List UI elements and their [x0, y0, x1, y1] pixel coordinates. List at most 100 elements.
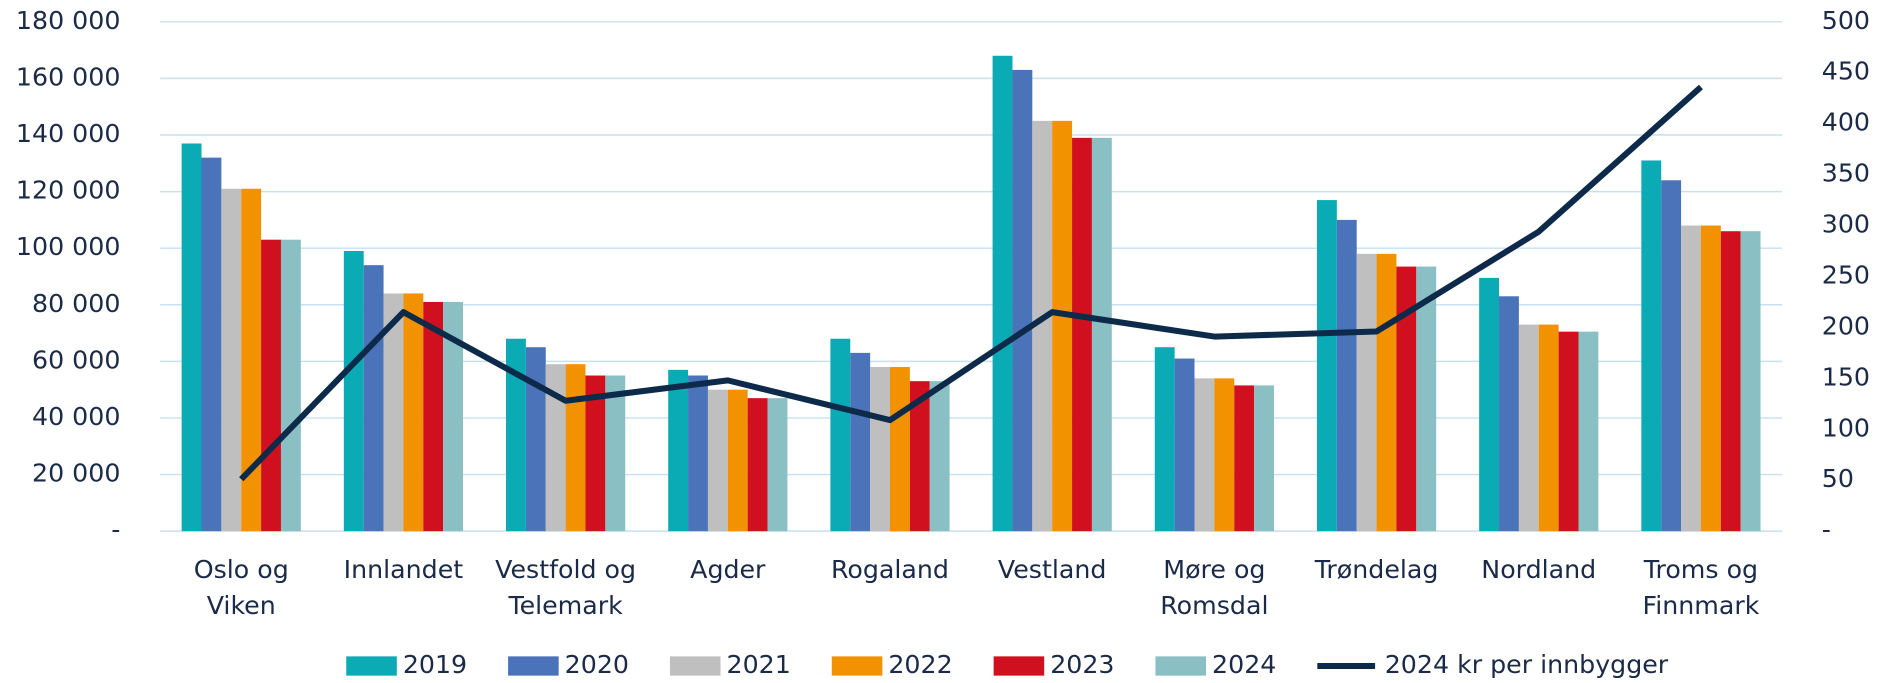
bar: [1356, 253, 1377, 532]
legend-swatch: [346, 656, 397, 676]
bar: [1194, 378, 1215, 532]
bar: [1578, 331, 1599, 532]
bar: [870, 367, 890, 532]
bar: [363, 265, 384, 532]
x-tick-label-line: Møre og: [1163, 555, 1265, 584]
bar: [1740, 231, 1761, 532]
legend-swatch: [831, 656, 883, 676]
bar: [1012, 69, 1033, 532]
bar: [1316, 200, 1337, 532]
x-tick-label: Vestfold og Telemark: [495, 555, 636, 620]
bar: [1072, 137, 1092, 532]
legend-label: 2022: [888, 650, 952, 679]
y2-tick-label: 350: [1822, 159, 1870, 188]
y2-tick-label: 500: [1822, 6, 1870, 35]
x-tick-label-line: Oslo og: [194, 555, 289, 584]
x-tick-label: Nordland: [1481, 555, 1596, 584]
y-tick-label: 180 000: [16, 6, 120, 35]
legend-label: 2019: [403, 650, 467, 679]
x-tick-label-line: Romsdal: [1160, 591, 1268, 620]
y-tick-label: -: [111, 515, 120, 544]
bar: [1032, 120, 1053, 532]
bar: [1558, 331, 1579, 532]
y2-tick-label: 50: [1822, 464, 1854, 493]
legend-label: 2024: [1212, 650, 1276, 679]
bar: [688, 375, 708, 532]
bar: [1681, 225, 1701, 532]
line-series: [239, 84, 1703, 482]
bar: [241, 188, 262, 532]
bar: [261, 239, 281, 532]
bar: [929, 381, 950, 532]
bar: [403, 293, 424, 532]
bar: [1641, 160, 1662, 532]
y-tick-label: 100 000: [16, 232, 120, 261]
x-tick-label: Møre og Romsdal: [1160, 555, 1268, 620]
bar: [201, 157, 222, 532]
bar: [767, 398, 788, 532]
x-tick-label: Troms og Finnmark: [1643, 555, 1760, 620]
bar: [605, 375, 626, 532]
bar: [850, 352, 871, 532]
bar: [747, 398, 768, 532]
legend-label: 2023: [1050, 650, 1114, 679]
y-tick-label: 120 000: [16, 176, 120, 205]
bar: [585, 375, 606, 532]
bar: [1720, 231, 1741, 532]
x-tick-label-line: Finnmark: [1643, 591, 1760, 620]
y2-tick-label: 200: [1822, 311, 1870, 340]
x-tick-label-line: Vestfold og: [495, 555, 636, 584]
legend-swatch: [993, 656, 1045, 676]
x-tick-label: Vestland: [998, 555, 1107, 584]
y-tick-label: 80 000: [32, 289, 120, 318]
x-tick-label-line: Nordland: [1481, 555, 1596, 584]
bar: [1154, 347, 1175, 532]
x-tick-label-line: Viken: [207, 591, 276, 620]
bar: [1336, 219, 1357, 532]
bar: [1538, 324, 1559, 532]
legend-label: 2021: [727, 650, 791, 679]
x-tick-label: Oslo og Viken: [194, 555, 289, 620]
x-tick-label-line: Agder: [690, 555, 766, 584]
y2-tick-label: 100: [1822, 413, 1870, 442]
bar: [1396, 266, 1417, 532]
legend-swatch: [1155, 656, 1207, 676]
bar: [1234, 385, 1255, 532]
legend-swatch: [669, 656, 721, 676]
bar: [565, 364, 586, 532]
y2-tick-label: -: [1822, 515, 1831, 544]
y2-tick-label: 450: [1822, 57, 1870, 86]
bar: [221, 188, 242, 532]
legend-label: 2024 kr per innbygger: [1385, 650, 1669, 679]
y2-tick-label: 300: [1822, 210, 1870, 239]
legend-label: 2020: [565, 650, 629, 679]
y2-tick-label: 400: [1822, 108, 1870, 137]
bar: [1376, 253, 1397, 532]
bar: [1479, 277, 1500, 532]
bar: [1700, 225, 1721, 532]
x-tick-label-line: Trøndelag: [1314, 555, 1439, 584]
x-tick-label-line: Troms og: [1643, 555, 1758, 584]
bar: [443, 301, 464, 532]
bar: [1661, 180, 1682, 532]
bar: [1499, 296, 1519, 532]
bar: [909, 381, 930, 532]
legend-swatch: [508, 656, 559, 676]
bar: [707, 389, 728, 532]
bar: [525, 347, 546, 532]
bar: [545, 364, 566, 532]
x-tick-label-line: Innlandet: [344, 555, 464, 584]
x-tick-label-line: Vestland: [998, 555, 1107, 584]
bar: [506, 338, 526, 532]
y-tick-label: 140 000: [16, 119, 120, 148]
y2-tick-label: 250: [1822, 260, 1870, 289]
bar: [727, 389, 748, 532]
x-tick-label-line: Telemark: [507, 591, 623, 620]
bar: [830, 338, 851, 532]
x-tick-label: Rogaland: [831, 555, 949, 584]
bar: [423, 301, 444, 532]
legend: 2019 2020 2021 2022 2023 2024 2024 kr per innb…: [346, 650, 1669, 679]
x-tick-label: Trøndelag: [1314, 555, 1439, 584]
bar: [1416, 266, 1437, 532]
